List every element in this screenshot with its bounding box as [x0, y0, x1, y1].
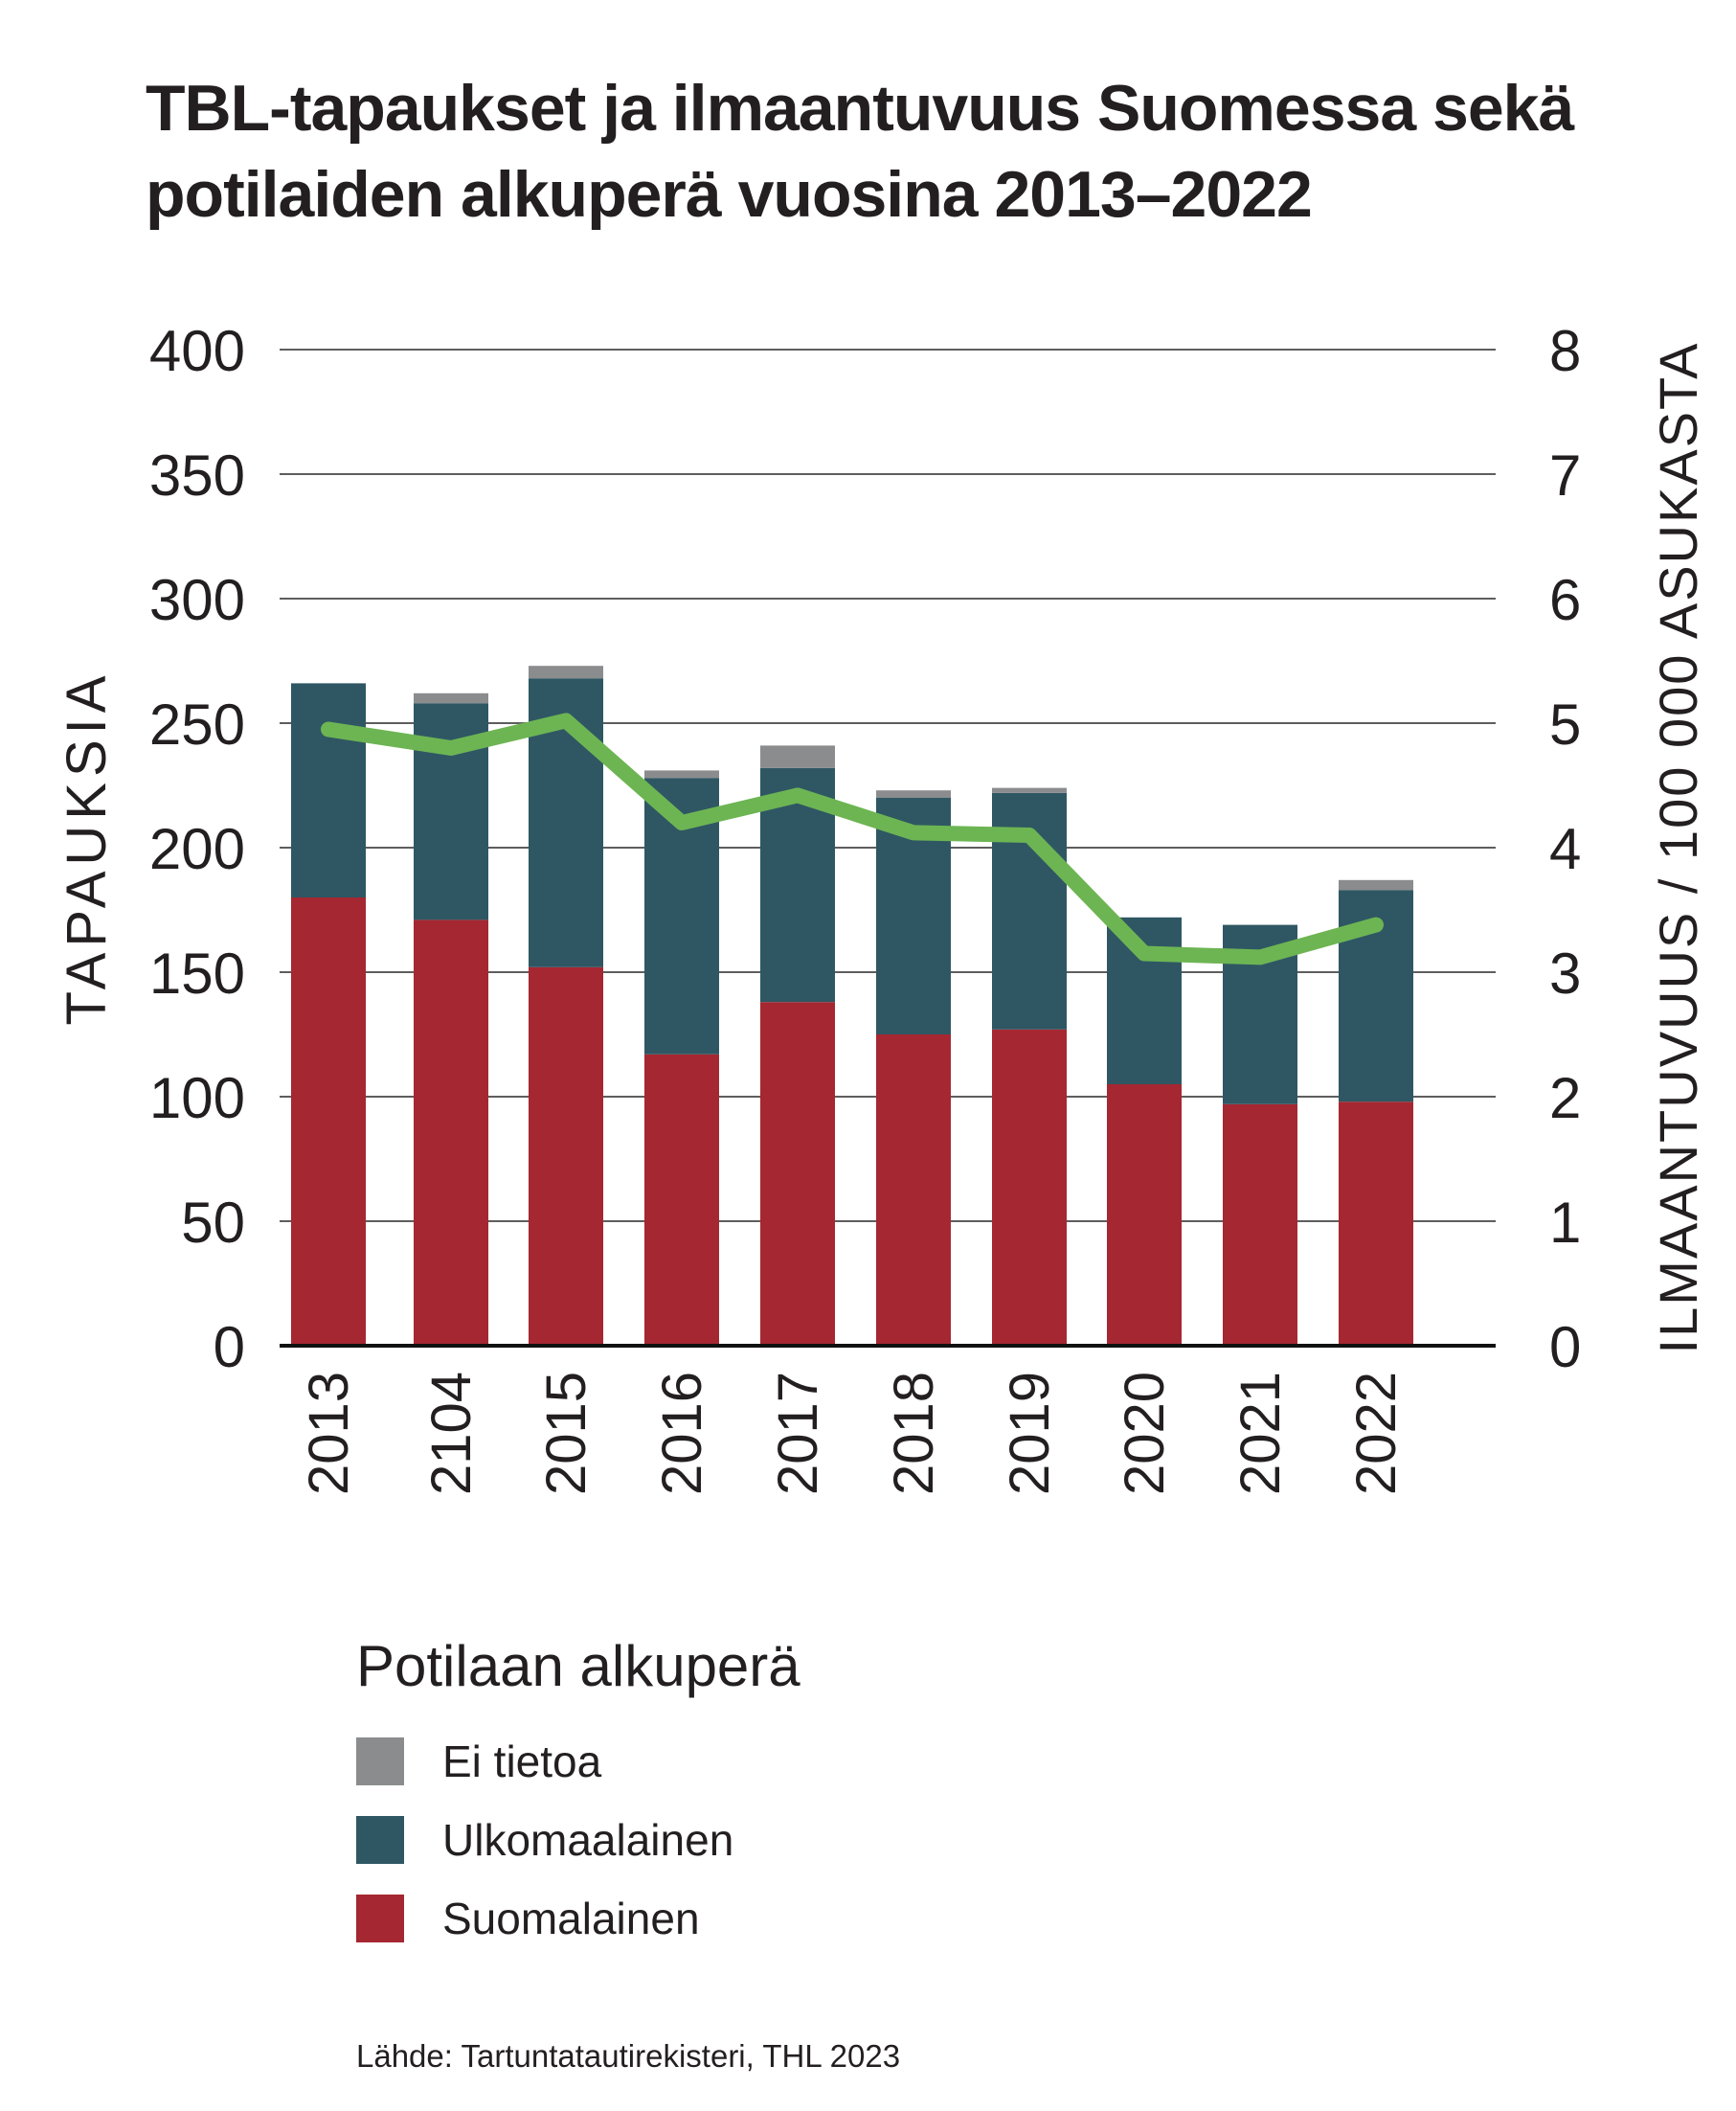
incidence-point — [1143, 952, 1145, 955]
legend: Potilaan alkuperä Ei tietoa Ulkomaalaine… — [356, 1628, 800, 1958]
y-left-tick-label: 200 — [149, 817, 245, 881]
bar-ei-tietoa — [876, 790, 951, 798]
y-right-tick-label: 3 — [1549, 942, 1581, 1006]
y-left-axis-title: TAPAUKSIA — [56, 670, 118, 1026]
x-tick-label: 2013 — [298, 1372, 360, 1495]
source-note: Lähde: Tartuntatautirekisteri, THL 2023 — [356, 2038, 901, 2074]
chart-title-line-2: potilaiden alkuperä vuosina 2013–2022 — [146, 158, 1313, 231]
bar-ei-tietoa — [644, 770, 719, 779]
incidence-point — [797, 794, 799, 797]
y-right-tick-label: 0 — [1549, 1315, 1581, 1379]
incidence-point — [913, 831, 914, 834]
y-left-tick-label: 150 — [149, 942, 245, 1006]
legend-item-ei-tietoa: Ei tietoa — [356, 1722, 800, 1801]
y-left-tick-label: 400 — [149, 319, 245, 383]
bar-suomalainen — [992, 1029, 1067, 1346]
x-tick-label: 2022 — [1345, 1372, 1408, 1495]
legend-label-ulkomaalainen: Ulkomaalainen — [442, 1815, 734, 1865]
legend-label-suomalainen: Suomalainen — [442, 1894, 700, 1943]
bar-ulkomaalainen — [291, 683, 366, 897]
bar-suomalainen — [1223, 1103, 1297, 1346]
incidence-line — [321, 713, 1384, 965]
y-left-tick-label: 0 — [214, 1315, 245, 1379]
y-right-axis-title: ILMAANTUVUUS / 100 000 ASUKASTA — [1648, 342, 1708, 1354]
incidence-point — [450, 747, 452, 749]
bar-suomalainen — [760, 1002, 835, 1346]
incidence-point — [327, 728, 329, 731]
incidence-point — [1028, 834, 1030, 836]
y-left-tick-label: 350 — [149, 443, 245, 508]
x-tick-label: 2017 — [767, 1372, 829, 1495]
bar-ei-tietoa — [414, 692, 488, 704]
incidence-point — [681, 822, 683, 824]
bar-ei-tietoa — [529, 666, 603, 679]
x-tick-label: 2016 — [651, 1372, 713, 1495]
y-right-tick-label: 5 — [1549, 692, 1581, 757]
bar-suomalainen — [1107, 1084, 1182, 1346]
bar-suomalainen — [876, 1034, 951, 1346]
chart-title: TBL-tapaukset ja ilmaantuvuus Suomessa s… — [146, 65, 1697, 238]
legend-swatch-suomalainen — [356, 1895, 404, 1942]
y-right-tick-label: 4 — [1549, 817, 1581, 881]
legend-title: Potilaan alkuperä — [356, 1634, 800, 1698]
bar-suomalainen — [644, 1054, 719, 1346]
bar-suomalainen — [1339, 1101, 1413, 1346]
x-tick-label: 2021 — [1229, 1372, 1292, 1495]
x-tick-label: 2015 — [535, 1372, 597, 1495]
y-left-tick-label: 250 — [149, 692, 245, 757]
bar-suomalainen — [414, 919, 488, 1346]
legend-label-ei-tietoa: Ei tietoa — [442, 1736, 602, 1786]
y-right-tick-label: 7 — [1549, 443, 1581, 508]
x-tick-label: 2104 — [420, 1372, 483, 1495]
x-tick-label: 2019 — [999, 1372, 1061, 1495]
incidence-point — [1259, 956, 1261, 959]
y-right-tick-label: 1 — [1549, 1191, 1581, 1255]
legend-item-suomalainen: Suomalainen — [356, 1879, 800, 1958]
bar-suomalainen — [529, 966, 603, 1346]
y-right-tick-label: 2 — [1549, 1066, 1581, 1130]
x-tick-label: 2018 — [883, 1372, 945, 1495]
bar-ei-tietoa — [760, 745, 835, 768]
legend-swatch-ei-tietoa — [356, 1737, 404, 1785]
bar-ei-tietoa — [1339, 879, 1413, 891]
y-left-tick-label: 100 — [149, 1066, 245, 1130]
y-right-tick-label: 6 — [1549, 568, 1581, 632]
incidence-point — [1375, 923, 1377, 926]
legend-item-ulkomaalainen: Ulkomaalainen — [356, 1801, 800, 1879]
y-left-tick-label: 300 — [149, 568, 245, 632]
bar-ulkomaalainen — [1107, 917, 1182, 1084]
chart-title-line-1: TBL-tapaukset ja ilmaantuvuus Suomessa s… — [146, 72, 1574, 145]
bar-ei-tietoa — [992, 787, 1067, 793]
incidence-point — [565, 719, 567, 722]
legend-swatch-ulkomaalainen — [356, 1816, 404, 1864]
x-tick-label: 2020 — [1114, 1372, 1176, 1495]
y-left-tick-label: 50 — [181, 1191, 245, 1255]
y-right-tick-label: 8 — [1549, 319, 1581, 383]
bar-suomalainen — [291, 897, 366, 1346]
